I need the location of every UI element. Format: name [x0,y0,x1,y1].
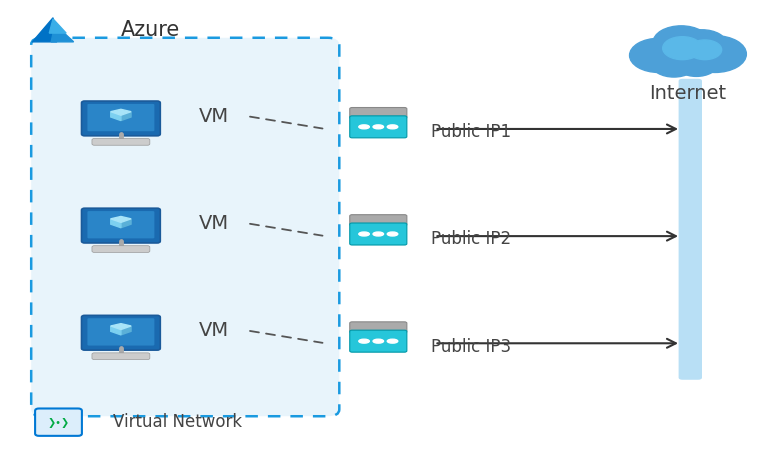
Ellipse shape [359,339,369,344]
Polygon shape [111,326,121,335]
FancyBboxPatch shape [349,330,407,352]
Circle shape [675,52,718,77]
Ellipse shape [388,339,398,344]
FancyBboxPatch shape [81,209,161,243]
Circle shape [651,52,697,78]
FancyBboxPatch shape [87,212,154,239]
FancyBboxPatch shape [87,318,154,346]
Text: Azure: Azure [121,20,180,40]
Polygon shape [33,19,57,43]
Circle shape [629,39,688,73]
FancyBboxPatch shape [92,246,150,253]
FancyBboxPatch shape [349,223,407,245]
FancyBboxPatch shape [31,39,339,416]
Text: Internet: Internet [650,84,726,103]
Text: ❯•❯: ❯•❯ [48,417,69,427]
Polygon shape [121,326,131,335]
Polygon shape [111,112,121,121]
FancyBboxPatch shape [35,409,82,436]
Text: VM: VM [199,106,229,126]
Circle shape [650,30,726,75]
Circle shape [683,36,746,73]
Ellipse shape [359,233,369,237]
Ellipse shape [388,126,398,130]
Circle shape [688,41,722,61]
Ellipse shape [388,233,398,237]
Text: VM: VM [199,213,229,233]
FancyBboxPatch shape [349,116,407,138]
Polygon shape [111,217,131,223]
FancyBboxPatch shape [81,316,161,350]
FancyBboxPatch shape [349,108,407,119]
Polygon shape [111,110,131,116]
Polygon shape [121,219,131,228]
FancyBboxPatch shape [92,139,150,146]
Polygon shape [49,20,66,34]
Ellipse shape [359,126,369,130]
Polygon shape [111,324,131,330]
FancyBboxPatch shape [349,215,407,226]
Ellipse shape [373,339,384,344]
Ellipse shape [373,126,384,130]
FancyBboxPatch shape [349,322,407,333]
Text: Public IP2: Public IP2 [431,230,512,248]
FancyBboxPatch shape [92,353,150,360]
Circle shape [677,30,727,60]
Polygon shape [111,219,121,228]
Text: Public IP1: Public IP1 [431,123,512,141]
Polygon shape [121,112,131,121]
Polygon shape [51,25,73,43]
Circle shape [663,38,702,61]
Ellipse shape [373,233,384,237]
Text: VM: VM [199,320,229,339]
FancyBboxPatch shape [87,105,154,132]
FancyBboxPatch shape [81,102,161,136]
Text: Virtual Network: Virtual Network [113,412,243,430]
Circle shape [653,27,709,60]
FancyBboxPatch shape [679,80,702,380]
Text: Public IP3: Public IP3 [431,337,512,355]
